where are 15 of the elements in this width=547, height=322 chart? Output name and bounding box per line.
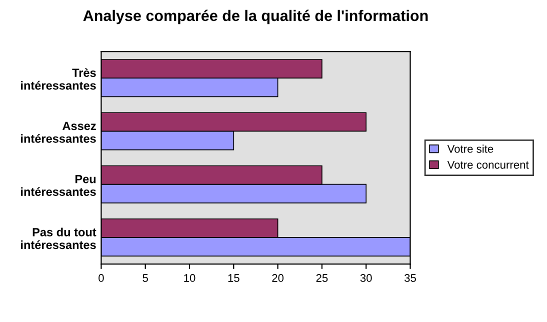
- chart-title: Analyse comparée de la qualité de l'information: [83, 10, 428, 24]
- y-tick-label: Peu intéressantes: [21, 175, 96, 196]
- x-tick-label: 25: [316, 274, 328, 282]
- y-tick-label: Pas du tout intéressantes: [21, 228, 96, 250]
- x-tick-label: 20: [272, 274, 284, 282]
- legend-label: Votre site: [447, 144, 494, 153]
- x-tick-label: 30: [360, 274, 372, 282]
- y-tick-label: Assez intéressantes: [21, 122, 96, 143]
- y-tick-label: Très intéressantes: [21, 68, 96, 90]
- x-tick-label: 5: [142, 274, 148, 282]
- legend-label: Votre concurrent: [447, 160, 529, 169]
- x-tick-label: 35: [404, 274, 416, 282]
- x-tick-label: 0: [98, 274, 104, 282]
- x-tick-label: 10: [184, 274, 196, 282]
- x-tick-label: 15: [228, 274, 240, 282]
